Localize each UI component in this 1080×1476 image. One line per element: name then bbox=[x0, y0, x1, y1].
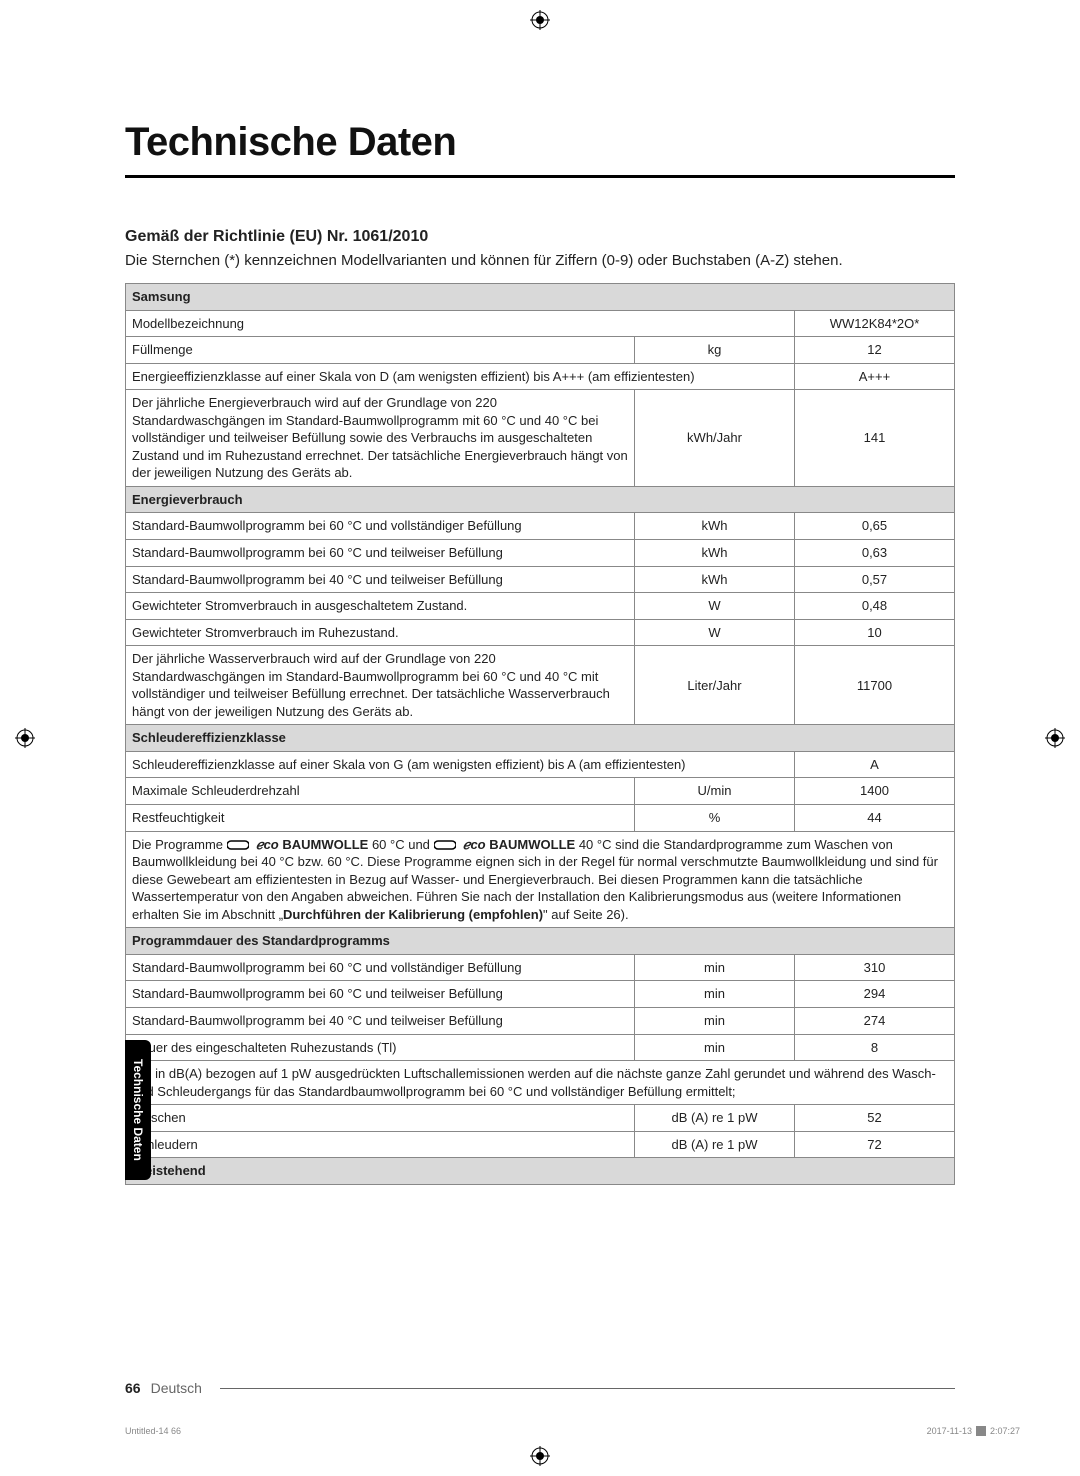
e4-unit: W bbox=[635, 593, 795, 620]
duration-section: Programmdauer des Standardprogramms bbox=[126, 928, 955, 955]
spin-speed-label: Maximale Schleuderdrehzahl bbox=[126, 778, 635, 805]
capacity-label: Füllmenge bbox=[126, 337, 635, 364]
d3-label: Standard-Baumwollprogramm bei 40 °C und … bbox=[126, 1007, 635, 1034]
brand-header: Samsung bbox=[126, 284, 955, 311]
page-lang: Deutsch bbox=[151, 1380, 202, 1396]
water-unit: Liter/Jahr bbox=[635, 646, 795, 725]
spec-table: Samsung Modellbezeichnung WW12K84*2O* Fü… bbox=[125, 283, 955, 1185]
n2-label: Schleudern bbox=[126, 1131, 635, 1158]
regulation-desc: Die Sternchen (*) kennzeichnen Modellvar… bbox=[125, 252, 955, 269]
d2-val: 294 bbox=[795, 981, 955, 1008]
std-prog-note: Die Programme ℯco BAUMWOLLE 60 °C und ℯc… bbox=[126, 831, 955, 928]
page-number: 66 bbox=[125, 1380, 141, 1396]
spin-class-val: A bbox=[795, 751, 955, 778]
e5-unit: W bbox=[635, 619, 795, 646]
page-content: Technische Daten Gemäß der Richtlinie (E… bbox=[125, 120, 955, 1185]
n1-val: 52 bbox=[795, 1105, 955, 1132]
e3-val: 0,57 bbox=[795, 566, 955, 593]
page-title: Technische Daten bbox=[125, 120, 955, 178]
spin-section: Schleudereffizienzklasse bbox=[126, 725, 955, 752]
d3-val: 274 bbox=[795, 1007, 955, 1034]
regulation-subtitle: Gemäß der Richtlinie (EU) Nr. 1061/2010 bbox=[125, 228, 955, 246]
d1-unit: min bbox=[635, 954, 795, 981]
energy-class-label: Energieeffizienzklasse auf einer Skala v… bbox=[126, 363, 795, 390]
meta-bottom-right: 2017-11-13 2:07:27 bbox=[927, 1426, 1020, 1436]
n1-unit: dB (A) re 1 pW bbox=[635, 1105, 795, 1132]
d2-unit: min bbox=[635, 981, 795, 1008]
capacity-value: 12 bbox=[795, 337, 955, 364]
moisture-unit: % bbox=[635, 805, 795, 832]
d4-val: 8 bbox=[795, 1034, 955, 1061]
e2-label: Standard-Baumwollprogramm bei 60 °C und … bbox=[126, 540, 635, 567]
meta-bottom-left: Untitled-14 66 bbox=[125, 1426, 181, 1436]
d4-label: Dauer des eingeschalteten Ruhezustands (… bbox=[126, 1034, 635, 1061]
e2-val: 0,63 bbox=[795, 540, 955, 567]
water-label: Der jährliche Wasserverbrauch wird auf d… bbox=[126, 646, 635, 725]
e1-val: 0,65 bbox=[795, 513, 955, 540]
eco-icon: ℯco bbox=[252, 837, 278, 852]
e5-label: Gewichteter Stromverbrauch im Ruhezustan… bbox=[126, 619, 635, 646]
e3-unit: kWh bbox=[635, 566, 795, 593]
moisture-label: Restfeuchtigkeit bbox=[126, 805, 635, 832]
spin-class-label: Schleudereffizienzklasse auf einer Skala… bbox=[126, 751, 795, 778]
spin-speed-unit: U/min bbox=[635, 778, 795, 805]
e4-val: 0,48 bbox=[795, 593, 955, 620]
eco-icon: ℯco bbox=[459, 837, 485, 852]
model-value: WW12K84*2O* bbox=[795, 310, 955, 337]
e1-unit: kWh bbox=[635, 513, 795, 540]
crop-mark-left bbox=[15, 728, 35, 748]
model-label: Modellbezeichnung bbox=[126, 310, 795, 337]
d1-label: Standard-Baumwollprogramm bei 60 °C und … bbox=[126, 954, 635, 981]
side-tab: Technische Daten bbox=[125, 1040, 151, 1180]
crop-mark-right bbox=[1045, 728, 1065, 748]
e2-unit: kWh bbox=[635, 540, 795, 567]
energy-class-value: A+++ bbox=[795, 363, 955, 390]
clock-icon bbox=[976, 1426, 986, 1436]
energy-section: Energieverbrauch bbox=[126, 486, 955, 513]
e5-val: 10 bbox=[795, 619, 955, 646]
noise-note: Die in dB(A) bezogen auf 1 pW ausgedrück… bbox=[126, 1061, 955, 1105]
crop-mark-bottom bbox=[530, 1446, 550, 1466]
footer-rule bbox=[220, 1388, 955, 1389]
cotton-icon bbox=[434, 839, 456, 851]
n1-label: Waschen bbox=[126, 1105, 635, 1132]
d4-unit: min bbox=[635, 1034, 795, 1061]
annual-energy-unit: kWh/Jahr bbox=[635, 390, 795, 487]
n2-val: 72 bbox=[795, 1131, 955, 1158]
cotton-icon bbox=[227, 839, 249, 851]
footer: 66 Deutsch bbox=[125, 1380, 955, 1396]
crop-mark-top bbox=[530, 10, 550, 30]
d3-unit: min bbox=[635, 1007, 795, 1034]
freestanding-row: Freistehend bbox=[126, 1158, 955, 1185]
water-value: 11700 bbox=[795, 646, 955, 725]
e1-label: Standard-Baumwollprogramm bei 60 °C und … bbox=[126, 513, 635, 540]
d1-val: 310 bbox=[795, 954, 955, 981]
n2-unit: dB (A) re 1 pW bbox=[635, 1131, 795, 1158]
d2-label: Standard-Baumwollprogramm bei 60 °C und … bbox=[126, 981, 635, 1008]
capacity-unit: kg bbox=[635, 337, 795, 364]
annual-energy-value: 141 bbox=[795, 390, 955, 487]
moisture-val: 44 bbox=[795, 805, 955, 832]
spin-speed-val: 1400 bbox=[795, 778, 955, 805]
e3-label: Standard-Baumwollprogramm bei 40 °C und … bbox=[126, 566, 635, 593]
annual-energy-label: Der jährliche Energieverbrauch wird auf … bbox=[126, 390, 635, 487]
e4-label: Gewichteter Stromverbrauch in ausgeschal… bbox=[126, 593, 635, 620]
